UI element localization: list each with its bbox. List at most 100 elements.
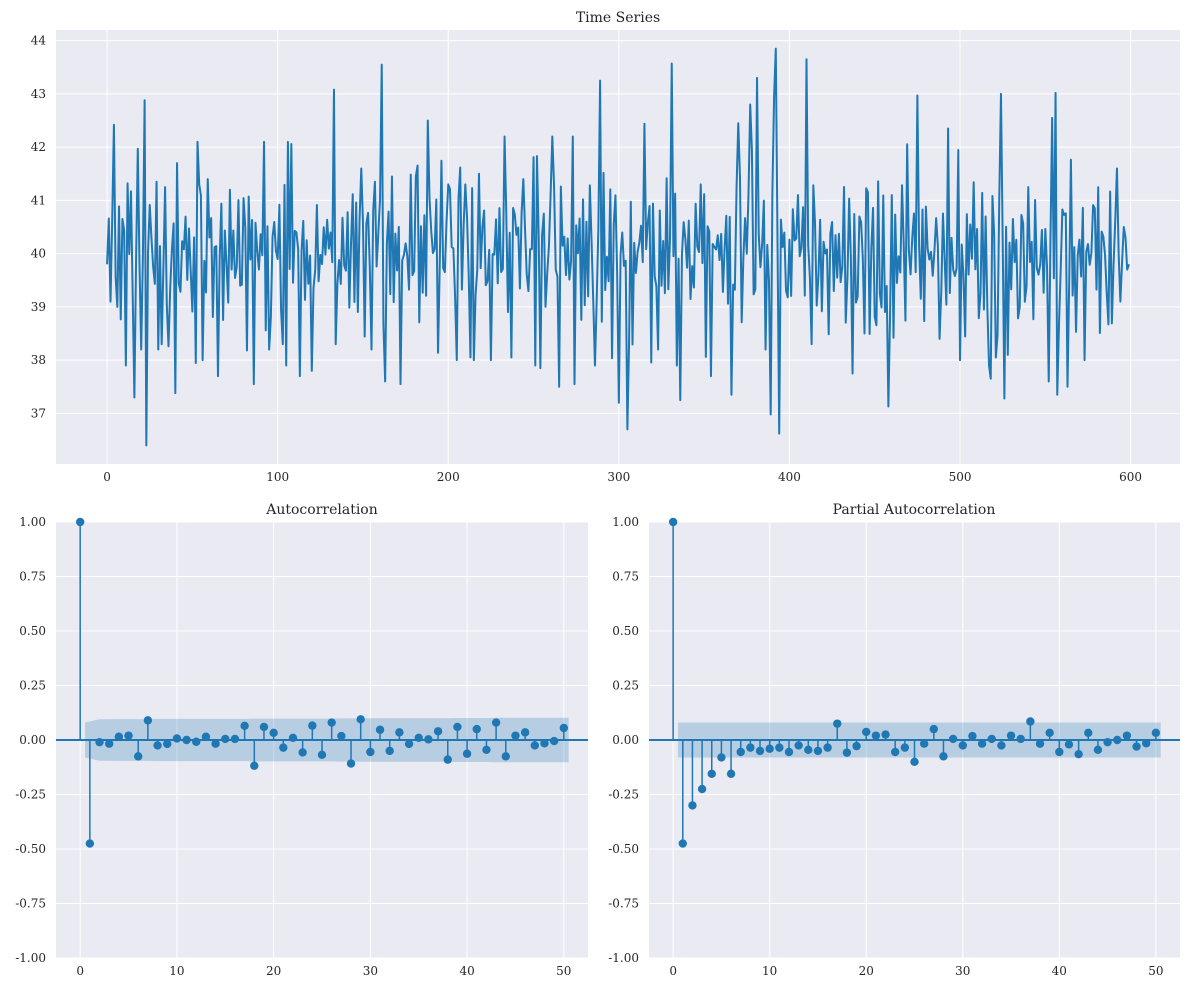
acf-marker-lag-18 — [250, 761, 259, 770]
acf-marker-lag-37 — [433, 727, 443, 736]
acf-marker-lag-44 — [501, 752, 510, 761]
acf-x-tick-label: 20 — [266, 964, 281, 978]
ts-y-tick-label: 40 — [31, 247, 46, 261]
ts-x-tick-label: 300 — [607, 470, 630, 484]
pacf-marker-lag-38 — [1035, 739, 1045, 748]
pacf-marker-lag-24 — [900, 743, 910, 752]
acf-marker-lag-5 — [124, 731, 133, 740]
acf-x-tick-label: 30 — [363, 964, 378, 978]
acf-y-tick-label: 0.25 — [19, 679, 46, 693]
acf-marker-lag-20 — [269, 728, 278, 738]
pacf-marker-lag-41 — [1064, 740, 1074, 749]
pacf-x-tick-label: 50 — [1148, 964, 1163, 978]
pacf-marker-lag-10 — [765, 744, 774, 753]
acf-marker-lag-45 — [511, 731, 520, 740]
pacf-marker-lag-37 — [1026, 717, 1035, 726]
pacf-marker-lag-14 — [804, 745, 813, 755]
pacf-marker-lag-20 — [862, 727, 871, 737]
acf-marker-lag-1 — [85, 839, 95, 848]
pacf-marker-lag-48 — [1132, 742, 1141, 751]
pacf-marker-lag-12 — [784, 747, 794, 757]
pacf-marker-lag-5 — [717, 753, 726, 762]
acf-x-tick-label: 10 — [169, 964, 184, 978]
acf-y-tick-label: -0.50 — [15, 842, 46, 856]
pacf-axes: -1.00 -0.75 -0.50 -0.25 0.00 0.25 0.50 0.75 1.00… — [608, 502, 1180, 978]
pacf-y-tick-label: 0.75 — [612, 570, 639, 584]
pacf-marker-lag-47 — [1122, 731, 1132, 740]
acf-axes: -1.00 -0.75 -0.50 -0.25 0.00 0.25 0.50 0.75 1.00… — [15, 502, 588, 978]
acf-marker-lag-46 — [520, 728, 530, 737]
acf-y-tick-label: -1.00 — [15, 951, 46, 965]
acf-stems — [75, 517, 569, 848]
pacf-marker-lag-31 — [968, 731, 977, 741]
ts-y-tick-label: 44 — [31, 34, 47, 48]
acf-marker-lag-39 — [453, 722, 462, 732]
pacf-marker-lag-8 — [746, 743, 755, 752]
acf-marker-lag-50 — [559, 723, 569, 733]
acf-marker-lag-6 — [134, 752, 143, 761]
pacf-marker-lag-25 — [910, 757, 919, 766]
ts-x-tick-label: 200 — [437, 470, 460, 484]
acf-marker-lag-42 — [482, 745, 491, 755]
acf-marker-lag-22 — [288, 733, 298, 743]
acf-marker-lag-12 — [192, 737, 201, 746]
ts-x-tick-label: 600 — [1119, 470, 1142, 484]
acf-marker-lag-7 — [143, 716, 153, 725]
pacf-marker-lag-15 — [813, 746, 823, 756]
acf-marker-lag-31 — [375, 725, 385, 734]
pacf-marker-lag-23 — [890, 747, 900, 757]
acf-marker-lag-49 — [549, 736, 559, 746]
pacf-marker-lag-33 — [987, 734, 996, 744]
pacf-marker-lag-29 — [948, 734, 958, 744]
acf-marker-lag-34 — [404, 739, 414, 749]
pacf-marker-lag-43 — [1084, 728, 1093, 738]
acf-marker-lag-3 — [105, 739, 114, 748]
pacf-y-tick-labels: -1.00 -0.75 -0.50 -0.25 0.00 0.25 0.50 0.75 1.00 — [608, 515, 639, 965]
acf-marker-lag-48 — [540, 739, 549, 748]
acf-y-tick-label: 0.00 — [19, 733, 46, 747]
acf-marker-lag-27 — [337, 731, 346, 741]
time-series-title: Time Series — [576, 10, 660, 26]
pacf-y-tick-label: -0.50 — [608, 842, 639, 856]
pacf-title: Partial Autocorrelation — [833, 502, 996, 518]
acf-marker-lag-29 — [356, 715, 365, 724]
ts-y-tick-label: 42 — [31, 140, 46, 154]
time-series-y-tick-labels: 37 38 39 40 41 42 43 44 — [31, 34, 47, 421]
acf-marker-lag-8 — [153, 741, 162, 750]
ts-x-tick-label: 400 — [778, 470, 801, 484]
acf-marker-lag-43 — [491, 718, 501, 727]
acf-x-tick-label: 0 — [76, 964, 84, 978]
pacf-marker-lag-45 — [1103, 737, 1112, 747]
pacf-stems — [668, 517, 1161, 848]
time-series-axes: 37 38 39 40 41 42 43 44 0 100 200 300 400 500 600 Tim… — [31, 10, 1180, 484]
time-series-line — [106, 47, 1130, 447]
pacf-marker-lag-16 — [823, 743, 832, 752]
acf-marker-lag-15 — [221, 734, 230, 744]
acf-marker-lag-35 — [414, 733, 423, 743]
pacf-x-tick-label: 20 — [859, 964, 874, 978]
pacf-y-tick-label: 1.00 — [612, 515, 639, 529]
pacf-marker-lag-7 — [736, 747, 745, 757]
acf-y-tick-labels: -1.00 -0.75 -0.50 -0.25 0.00 0.25 0.50 0.75 1.00 — [15, 515, 46, 965]
acf-marker-lag-14 — [211, 739, 220, 748]
acf-marker-lag-40 — [462, 749, 472, 758]
pacf-marker-lag-35 — [1006, 731, 1016, 740]
pacf-marker-lag-32 — [977, 739, 987, 748]
pacf-marker-lag-49 — [1142, 739, 1151, 748]
acf-marker-lag-21 — [279, 743, 288, 752]
pacf-marker-lag-26 — [919, 739, 929, 748]
pacf-y-tick-label: -0.75 — [608, 897, 639, 911]
acf-marker-lag-16 — [230, 734, 240, 744]
pacf-marker-lag-2 — [688, 801, 697, 810]
ts-x-tick-label: 500 — [949, 470, 972, 484]
acf-marker-lag-36 — [424, 735, 433, 744]
pacf-marker-lag-4 — [707, 769, 716, 778]
acf-marker-lag-23 — [298, 748, 307, 757]
acf-marker-lag-0 — [75, 517, 85, 527]
pacf-marker-lag-9 — [755, 746, 765, 756]
acf-marker-lag-47 — [530, 741, 539, 750]
acf-y-tick-label: 0.75 — [19, 570, 46, 584]
acf-y-tick-label: 0.50 — [19, 624, 46, 638]
pacf-marker-lag-27 — [929, 724, 939, 734]
ts-y-tick-label: 38 — [31, 353, 46, 367]
